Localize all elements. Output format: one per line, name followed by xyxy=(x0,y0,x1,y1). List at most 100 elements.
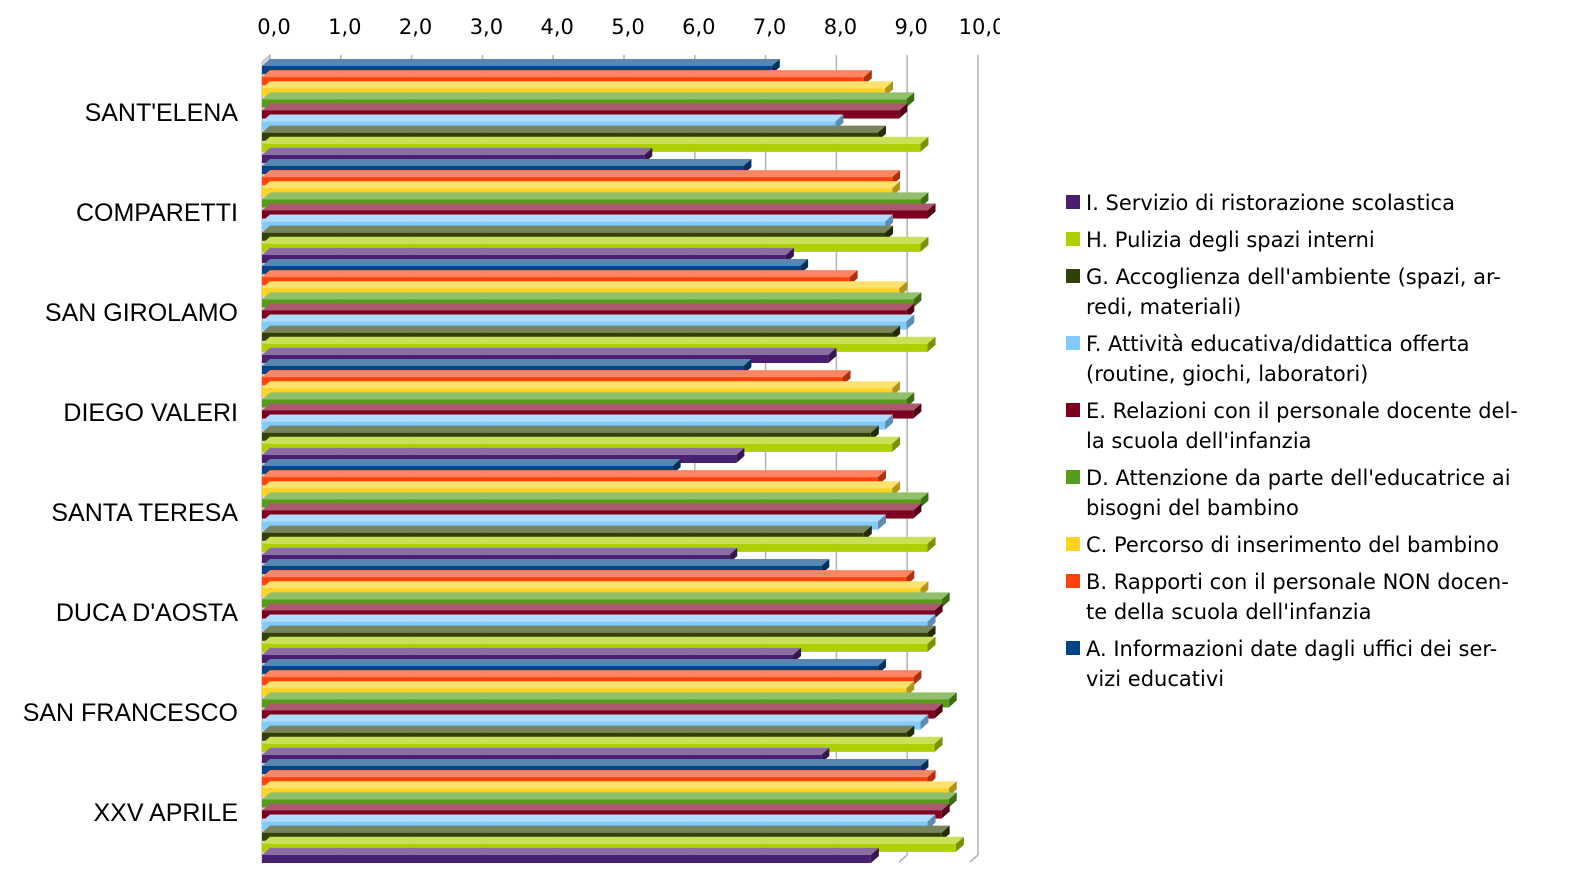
category-label: XXV APRILE xyxy=(93,799,238,827)
bar-top xyxy=(262,825,950,833)
bar-face xyxy=(262,388,893,397)
bar xyxy=(262,714,929,730)
bar-top xyxy=(262,392,915,400)
bar-top xyxy=(262,214,894,222)
bar-end xyxy=(913,503,922,519)
legend-item: H. Pulizia degli spazi interni xyxy=(1066,225,1571,255)
legend-label: H. Pulizia degli spazi interni xyxy=(1086,228,1375,252)
bar-face xyxy=(262,766,921,775)
bar-end xyxy=(955,836,964,852)
bar-face xyxy=(262,843,956,852)
bar-top xyxy=(262,492,929,500)
bar-face xyxy=(262,354,829,363)
legend-item: E. Relazioni con il personale docente de… xyxy=(1066,396,1571,456)
bar-end xyxy=(948,692,957,708)
bar-top xyxy=(262,114,844,122)
bar xyxy=(262,436,901,452)
bar-face xyxy=(262,199,921,208)
legend-swatch xyxy=(1066,641,1080,655)
bar-face xyxy=(262,343,928,352)
bar-face xyxy=(262,88,886,97)
bar-top xyxy=(262,725,915,733)
bar-end xyxy=(913,403,922,419)
bar xyxy=(262,703,943,719)
bar xyxy=(262,736,943,752)
x-tick-label: 6,0 xyxy=(682,15,715,39)
bar-top xyxy=(262,814,936,822)
legend-item: I. Servizio di ristorazione scolastica xyxy=(1066,188,1571,218)
bar-top xyxy=(262,125,886,133)
bar xyxy=(262,847,879,863)
category-label: COMPARETTI xyxy=(76,199,238,227)
bar-face xyxy=(262,788,949,797)
bar xyxy=(262,336,936,352)
bar-top xyxy=(262,781,957,789)
bar xyxy=(262,314,915,330)
bar-face xyxy=(262,177,893,186)
bar-face xyxy=(262,632,928,641)
legend-item: D. Attenzione da parte dell'educatrice a… xyxy=(1066,463,1571,523)
bar-end xyxy=(948,792,957,808)
bar-face xyxy=(262,521,878,530)
bar-face xyxy=(262,477,878,486)
x-tick-label: 3,0 xyxy=(470,15,503,39)
bar-face xyxy=(262,166,744,175)
bar-top xyxy=(262,514,886,522)
bar-top xyxy=(262,281,908,289)
bar-end xyxy=(828,347,837,363)
bar-end xyxy=(927,203,936,219)
category-label: SANTA TERESA xyxy=(51,499,238,527)
bar-end xyxy=(927,536,936,552)
bar-top xyxy=(262,314,915,322)
category-labels: SANT'ELENA COMPARETTI SAN GIROLAMO DIEGO VA… xyxy=(23,99,239,827)
bar-end xyxy=(892,436,901,452)
gridline-floor xyxy=(898,854,908,863)
bar-face xyxy=(262,554,730,563)
bar-face xyxy=(262,110,900,119)
bar-face xyxy=(262,266,801,275)
bar-top xyxy=(262,681,915,689)
bar-face xyxy=(262,66,772,75)
legend-label: A. Informazioni date dagli uffici dei se… xyxy=(1086,637,1498,691)
category-label: SAN FRANCESCO xyxy=(23,699,238,727)
bar-face xyxy=(262,154,645,163)
bar-top xyxy=(262,459,681,466)
bar-top xyxy=(262,736,943,744)
bar-top xyxy=(262,703,943,711)
bar-top xyxy=(262,247,794,255)
x-tick-label: 7,0 xyxy=(753,15,786,39)
bar-face xyxy=(262,366,744,375)
bar-face xyxy=(262,532,864,541)
bar-top xyxy=(262,170,901,178)
x-tick-label: 10,0 xyxy=(959,15,1000,39)
bar-end xyxy=(899,103,908,119)
bar-face xyxy=(262,621,928,630)
bar xyxy=(262,292,922,308)
bar-top xyxy=(262,347,837,355)
bar-top xyxy=(262,425,879,433)
category-label: SANT'ELENA xyxy=(85,99,239,127)
bar-face xyxy=(262,210,928,219)
bar-face xyxy=(262,743,935,752)
bar-top xyxy=(262,336,936,344)
bar-top xyxy=(262,414,894,422)
x-tick-label: 5,0 xyxy=(611,15,644,39)
bar-end xyxy=(877,514,886,530)
bar xyxy=(262,447,745,463)
bar-top xyxy=(262,225,894,233)
bar-top xyxy=(262,270,858,278)
bar-face xyxy=(262,288,900,297)
legend-item: G. Accoglienza dell'ambiente (spazi, ar-… xyxy=(1066,262,1571,322)
bar xyxy=(262,670,922,686)
bar-face xyxy=(262,410,914,419)
bar-end xyxy=(920,492,929,508)
bar-top xyxy=(262,503,922,511)
bar-top xyxy=(262,59,780,66)
x-axis-ticks: 0,0 1,0 2,0 3,0 4,0 5,0 6,0 7,0 8,0 9,0 10,0 xyxy=(257,15,1000,39)
bar-top xyxy=(262,592,950,600)
bar-face xyxy=(262,443,893,452)
bar-top xyxy=(262,147,653,155)
bar-top xyxy=(262,803,950,811)
bar-face xyxy=(262,466,673,475)
bar-end xyxy=(885,414,894,430)
